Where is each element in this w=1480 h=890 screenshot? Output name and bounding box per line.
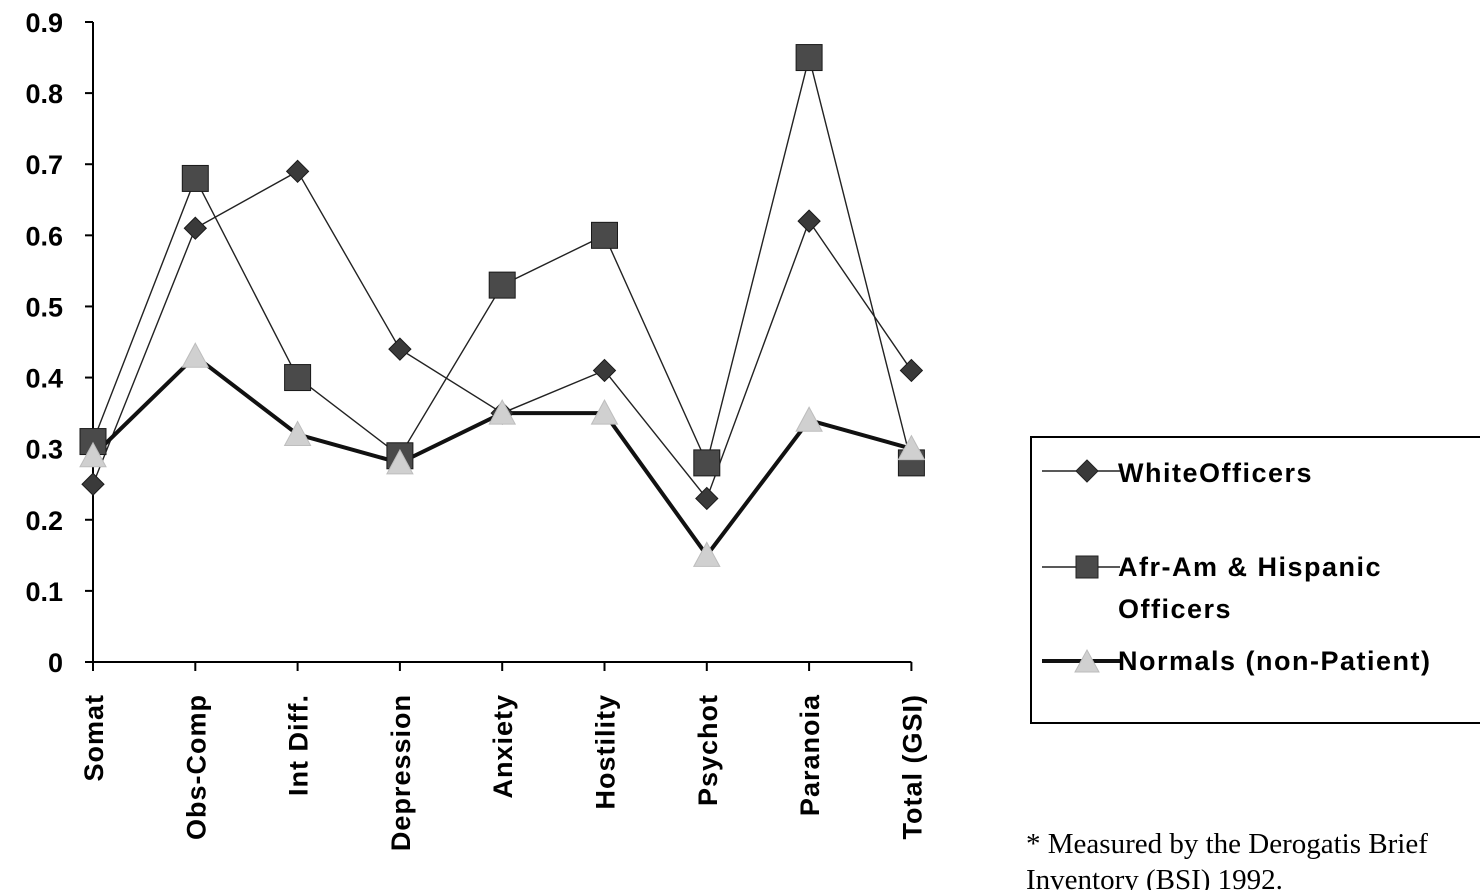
data-point-whiteofficers bbox=[797, 209, 821, 233]
data-point-normals-non-patient bbox=[283, 420, 312, 446]
y-tick-label: 0.2 bbox=[25, 506, 63, 536]
data-point-afr-am-hispanic-officers bbox=[284, 364, 312, 392]
legend-label: Afr-Am & Hispanic Officers bbox=[1118, 552, 1383, 624]
x-category-label: Anxiety bbox=[488, 694, 518, 799]
data-point-normals-non-patient bbox=[590, 399, 619, 425]
data-point-normals-non-patient bbox=[488, 399, 517, 425]
data-point-whiteofficers bbox=[183, 216, 208, 240]
y-tick-label: 0 bbox=[48, 648, 63, 678]
data-point-normals-non-patient bbox=[897, 434, 926, 461]
x-category-label: Hostility bbox=[591, 694, 621, 810]
data-point-whiteofficers bbox=[695, 486, 719, 511]
data-point-whiteofficers bbox=[388, 337, 412, 361]
y-tick-label: 0.7 bbox=[25, 150, 63, 180]
diamond-marker-icon bbox=[1042, 459, 1120, 483]
data-point-afr-am-hispanic-officers bbox=[591, 221, 618, 249]
data-point-normals-non-patient bbox=[795, 406, 823, 432]
triangle-marker-icon bbox=[1042, 648, 1120, 673]
data-point-afr-am-hispanic-officers bbox=[795, 44, 823, 72]
y-tick-label: 0.6 bbox=[25, 221, 63, 251]
y-tick-label: 0.4 bbox=[25, 364, 63, 394]
y-tick-label: 0.9 bbox=[25, 8, 63, 38]
legend-label: Normals (non-Patient) bbox=[1118, 646, 1432, 676]
data-point-whiteofficers bbox=[592, 358, 617, 383]
data-point-afr-am-hispanic-officers bbox=[488, 271, 516, 299]
x-category-label: Depression bbox=[386, 694, 416, 851]
legend-label: WhiteOfficers bbox=[1118, 458, 1314, 488]
x-category-label: Int Diff. bbox=[284, 694, 314, 796]
x-category-label: Psychot bbox=[693, 694, 723, 806]
data-point-afr-am-hispanic-officers bbox=[181, 164, 209, 192]
data-point-whiteofficers bbox=[81, 472, 105, 496]
series-line-normals-non-patient bbox=[91, 353, 912, 559]
x-category-label: Paranoia bbox=[795, 694, 825, 816]
x-category-label: Obs-Comp bbox=[181, 694, 211, 840]
data-point-normals-non-patient bbox=[181, 342, 210, 368]
x-category-label: Somat bbox=[79, 694, 109, 782]
data-point-normals-non-patient bbox=[79, 441, 107, 468]
y-tick-label: 0.8 bbox=[25, 79, 63, 109]
chart-legend: WhiteOfficers Afr-Am & Hispanic Officers… bbox=[1030, 436, 1480, 724]
y-tick-label: 0.3 bbox=[25, 435, 63, 465]
data-point-normals-non-patient bbox=[692, 541, 721, 567]
footnote-line-1: * Measured by the Derogatis Brief bbox=[1026, 828, 1428, 860]
footnote: * Measured by the Derogatis Brief Invent… bbox=[1026, 826, 1428, 890]
line-chart: 0 0.1 0.2 0.3 0.4 0.5 0.6 0.7 0.8 0.9 Somat Obs-Com… bbox=[25, 8, 927, 851]
x-category-label: Total (GSI) bbox=[897, 694, 927, 840]
data-point-afr-am-hispanic-officers bbox=[693, 449, 721, 477]
data-point-whiteofficers bbox=[285, 159, 310, 184]
data-point-normals-non-patient bbox=[386, 448, 414, 475]
y-tick-label: 0.5 bbox=[25, 292, 63, 322]
square-marker-icon bbox=[1042, 555, 1120, 579]
data-point-whiteofficers bbox=[899, 358, 924, 383]
y-tick-label: 0.1 bbox=[25, 577, 63, 607]
footnote-line-2: Inventory (BSI) 1992. bbox=[1026, 864, 1283, 890]
